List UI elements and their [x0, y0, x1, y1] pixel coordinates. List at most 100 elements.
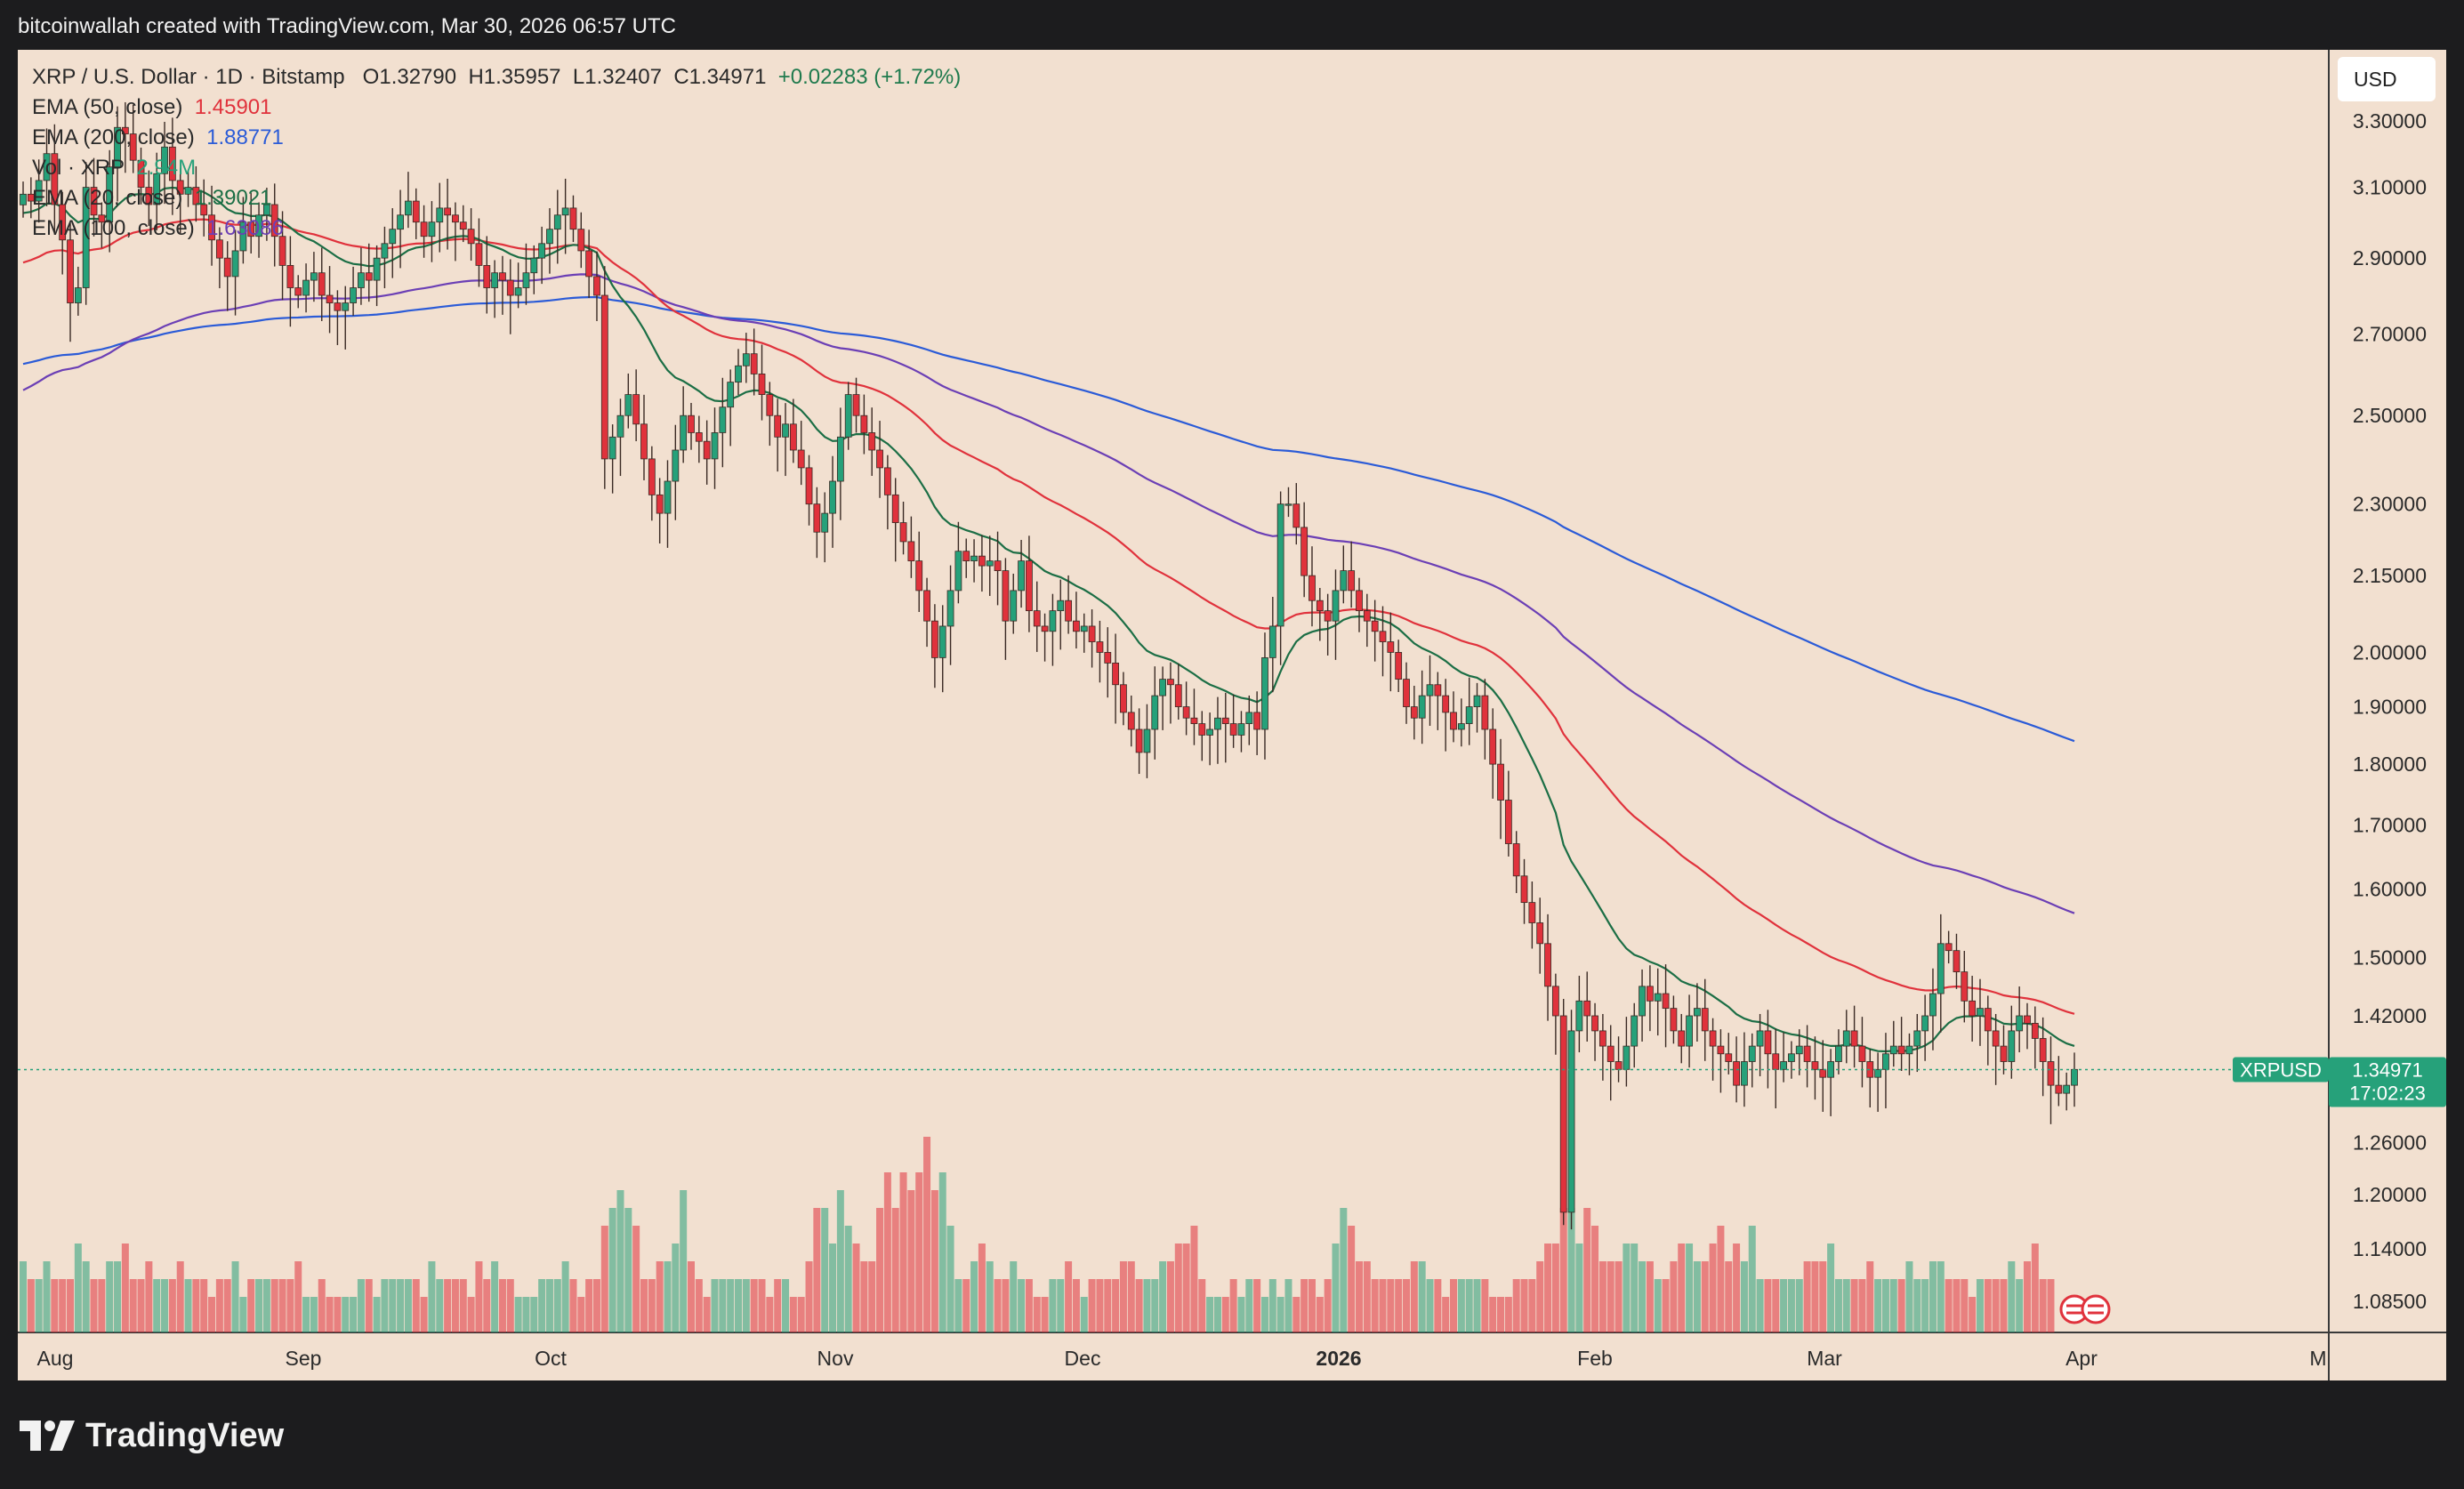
candle-body: [1387, 641, 1395, 653]
candle: [1284, 487, 1292, 518]
candle: [129, 104, 137, 173]
candle: [1520, 858, 1528, 924]
volume-bar: [1575, 1244, 1583, 1332]
candle: [1182, 681, 1190, 736]
candle-body: [270, 204, 278, 237]
volume-bar: [1127, 1261, 1135, 1332]
candle: [1026, 535, 1033, 632]
candle-body: [1332, 590, 1340, 622]
candle-body: [1748, 1045, 1756, 1062]
candle-body: [200, 204, 208, 216]
volume-bar: [1151, 1279, 1159, 1332]
candle: [1788, 1041, 1795, 1079]
price-tick-label: 2.15000: [2353, 564, 2427, 587]
candle-body: [106, 166, 114, 223]
volume-bar: [1316, 1297, 1324, 1332]
candle: [192, 165, 200, 222]
candle-body: [294, 287, 302, 296]
volume-bar: [1057, 1279, 1065, 1332]
price-tick-label: 1.08500: [2353, 1290, 2427, 1313]
candle: [813, 487, 821, 559]
candle-body: [750, 353, 758, 374]
volume-bar: [813, 1208, 821, 1332]
candle: [1057, 579, 1065, 650]
volume-bar: [1340, 1208, 1348, 1332]
candle-body: [405, 200, 412, 216]
price-axis: [2329, 50, 2446, 1380]
candle: [1190, 688, 1198, 745]
tradingview-logo[interactable]: TradingView: [20, 1417, 284, 1454]
candle: [1167, 662, 1174, 724]
volume-bar: [491, 1261, 499, 1332]
volume-bar: [1489, 1297, 1497, 1332]
candle: [632, 369, 640, 442]
volume-bar: [1842, 1279, 1850, 1332]
candle: [711, 407, 719, 489]
candle: [664, 460, 672, 548]
candle: [1598, 1013, 1606, 1081]
volume-bar: [978, 1244, 986, 1332]
volume-bar: [1096, 1279, 1104, 1332]
volume-bar: [1961, 1279, 1969, 1332]
volume-bar: [381, 1279, 389, 1332]
candle: [365, 243, 373, 302]
volume-bar: [962, 1279, 970, 1332]
volume-bar: [373, 1297, 381, 1332]
candle-body: [899, 522, 907, 543]
volume-bar: [1159, 1261, 1167, 1332]
volume-bar: [1049, 1279, 1057, 1332]
candle-body: [1426, 684, 1434, 696]
candle-body: [1559, 1015, 1567, 1213]
volume-bar: [656, 1261, 664, 1332]
candle-body: [373, 257, 381, 281]
candle: [994, 531, 1002, 606]
candle-body: [20, 193, 27, 205]
candle-body: [1701, 1008, 1709, 1032]
volume-bar: [585, 1279, 593, 1332]
candle-body: [1945, 943, 1953, 952]
candle-body: [74, 287, 82, 303]
candle-body: [1544, 943, 1551, 987]
volume-bar: [1897, 1279, 1905, 1332]
volume-bar: [1033, 1297, 1041, 1332]
currency-button[interactable]: USD: [2338, 57, 2436, 101]
volume-bar: [153, 1279, 161, 1332]
volume-bar: [805, 1261, 813, 1332]
candle: [1363, 593, 1371, 648]
candle: [1961, 951, 1969, 1023]
price-chart[interactable]: 3.30000 3.10000 2.90000 2.70000 2.50000 2.300…: [18, 50, 2446, 1380]
candle-body: [2047, 1061, 2055, 1086]
volume-bar: [1229, 1279, 1237, 1332]
candle-body: [1010, 590, 1018, 622]
volume-bar: [1104, 1279, 1112, 1332]
candle: [51, 124, 59, 235]
candle-body: [1340, 570, 1348, 592]
candle: [719, 377, 727, 468]
volume-bar: [1481, 1279, 1489, 1332]
candle: [1229, 694, 1237, 748]
volume-bar: [1018, 1279, 1026, 1332]
candle-body: [891, 494, 899, 524]
candle: [334, 290, 342, 345]
candle: [145, 170, 153, 227]
volume-bar: [223, 1279, 231, 1332]
candle: [522, 243, 530, 305]
candle-body: [1639, 986, 1646, 1017]
chart-pane[interactable]: 3.30000 3.10000 2.90000 2.70000 2.50000 2.300…: [18, 50, 2446, 1380]
candle-body: [1819, 1068, 1827, 1078]
candle: [1889, 1020, 1897, 1067]
volume-bar: [278, 1279, 286, 1332]
candle-body: [223, 257, 231, 278]
volume-bar: [98, 1279, 106, 1332]
candle: [326, 266, 334, 334]
volume-bar: [1929, 1261, 1937, 1332]
candle-body: [1033, 610, 1041, 627]
volume-bar: [1363, 1261, 1371, 1332]
candle: [208, 185, 215, 266]
volume-bar: [1717, 1226, 1725, 1332]
candle: [836, 407, 844, 520]
volume-bar: [192, 1279, 200, 1332]
volume-bar: [2031, 1244, 2039, 1332]
candle: [1756, 1013, 1764, 1076]
price-tick-label: 1.50000: [2353, 946, 2427, 970]
